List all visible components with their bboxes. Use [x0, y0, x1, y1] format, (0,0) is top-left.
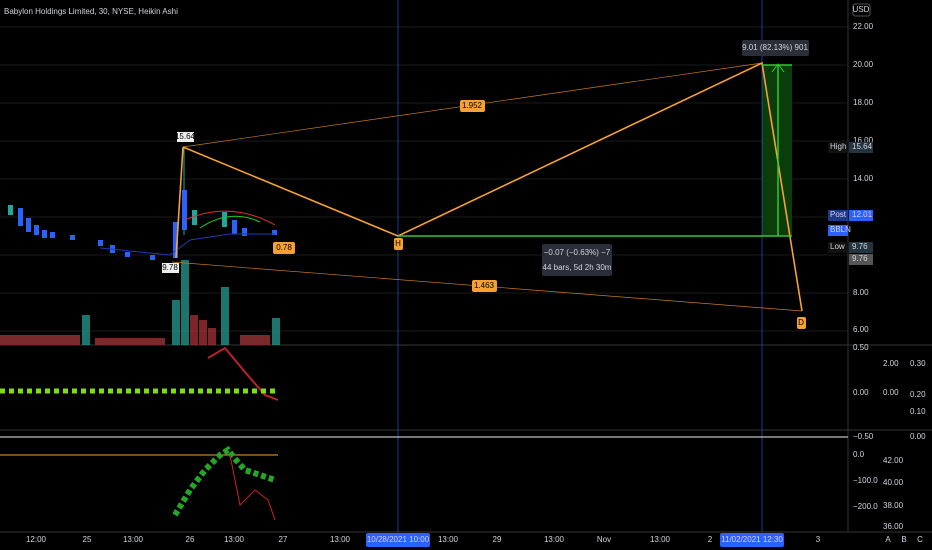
time-tick: 13:00 [650, 535, 671, 544]
pane2-tick: −0.50 [853, 432, 874, 441]
time-tick: 13:00 [330, 535, 351, 544]
annotation: 9.78 [162, 263, 178, 272]
pane3-tick: 40.00 [883, 478, 904, 487]
price-tick: 8.00 [853, 288, 869, 297]
annotation: 1.463 [474, 281, 495, 290]
tab: B [901, 535, 906, 544]
price-label: 9.76 [852, 254, 868, 263]
annotation: 9.01 (82.13%) 901 [742, 43, 808, 52]
pane2-tick: 0.50 [853, 343, 869, 352]
time-axis: 12:00 25 13:00 26 13:00 27 13:00 10/28/2021 10:… [26, 533, 821, 547]
pane3-tick: 0.0 [853, 450, 865, 459]
price-axis: 22.00 20.00 18.00 16.00 14.00 8.00 6.00 [853, 22, 874, 334]
time-tick: 13:00 [438, 535, 459, 544]
price-tick: 14.00 [853, 174, 874, 183]
chart-title: Babylon Holdings Limited, 30, NYSE, Heik… [4, 7, 178, 16]
drawing [171, 0, 803, 532]
time-tick: 13:00 [224, 535, 245, 544]
volume [0, 260, 280, 345]
pane2-tick: 0.30 [910, 359, 926, 368]
time-tick: 12:00 [26, 535, 47, 544]
annotation: 15.64 [175, 132, 196, 141]
pane2-axis: 0.50 0.00 −0.50 2.00 0.00 0.30 0.20 0.10 0.00 [853, 343, 926, 441]
price-labels: High 15.64 Post 12.01 BBLN Low 9.76 9.76 [828, 142, 873, 265]
time-tick: 13:00 [123, 535, 144, 544]
time-tick: 13:00 [544, 535, 565, 544]
pane3-axis: 0.0 −100.0 −200.0 42.00 40.00 38.00 36.00 [853, 450, 904, 531]
price-tick: 18.00 [853, 98, 874, 107]
price-label: 12.01 [852, 210, 873, 219]
pane3-tick: −200.0 [853, 502, 878, 511]
time-tick: 29 [493, 535, 502, 544]
pane2-tick: 0.00 [883, 388, 899, 397]
annotation: 0.78 [276, 243, 292, 252]
price-tick: 6.00 [853, 325, 869, 334]
time-tick: 27 [279, 535, 288, 544]
currency: USD [853, 5, 870, 14]
annotation: H [395, 239, 401, 248]
time-tick: 10/28/2021 10:00 [367, 535, 430, 544]
indicator-pane-2 [0, 346, 279, 401]
grid [0, 26, 848, 332]
pane3-tick: 38.00 [883, 501, 904, 510]
pane2-tick: 0.00 [853, 388, 869, 397]
price-tick: 22.00 [853, 22, 874, 31]
annotation: 44 bars, 5d 2h 30m [543, 263, 612, 272]
pane3-tick: 42.00 [883, 456, 904, 465]
annotation: 1.952 [462, 101, 483, 110]
time-tick: Nov [597, 535, 611, 544]
price-tick: 16.00 [853, 136, 874, 145]
price-tick: 20.00 [853, 60, 874, 69]
time-tick: 11/02/2021 12:30 [721, 535, 783, 544]
time-highlight [366, 533, 430, 547]
tabs: A B C [885, 535, 923, 544]
pane3-tick: −100.0 [853, 476, 878, 485]
time-tick: 3 [816, 535, 821, 544]
annotation: D [798, 318, 804, 327]
price-label: 9.76 [852, 242, 868, 251]
price-label: 15.64 [852, 142, 873, 151]
annotation: −0.07 (−0.63%) −7 [544, 248, 611, 257]
time-tick: 25 [83, 535, 92, 544]
price-label: Post [830, 210, 847, 219]
pane3-tick: 36.00 [883, 522, 904, 531]
candles [8, 147, 277, 260]
time-highlight [720, 533, 784, 547]
pane2-tick: 2.00 [883, 359, 899, 368]
price-label: High [830, 142, 846, 151]
time-tick: 2 [708, 535, 713, 544]
indicator-pane-3 [0, 436, 848, 521]
price-label: BBLN [830, 225, 851, 234]
pane2-tick: 0.20 [910, 390, 926, 399]
annotations: 15.64 9.78 0.78 1.952 1.463 9.01 (82.13%… [162, 40, 809, 329]
tab: C [917, 535, 923, 544]
pane2-tick: 0.10 [910, 407, 926, 416]
tab: A [885, 535, 891, 544]
time-tick: 26 [186, 535, 195, 544]
pane2-tick: 0.00 [910, 432, 926, 441]
price-label: Low [830, 242, 845, 251]
